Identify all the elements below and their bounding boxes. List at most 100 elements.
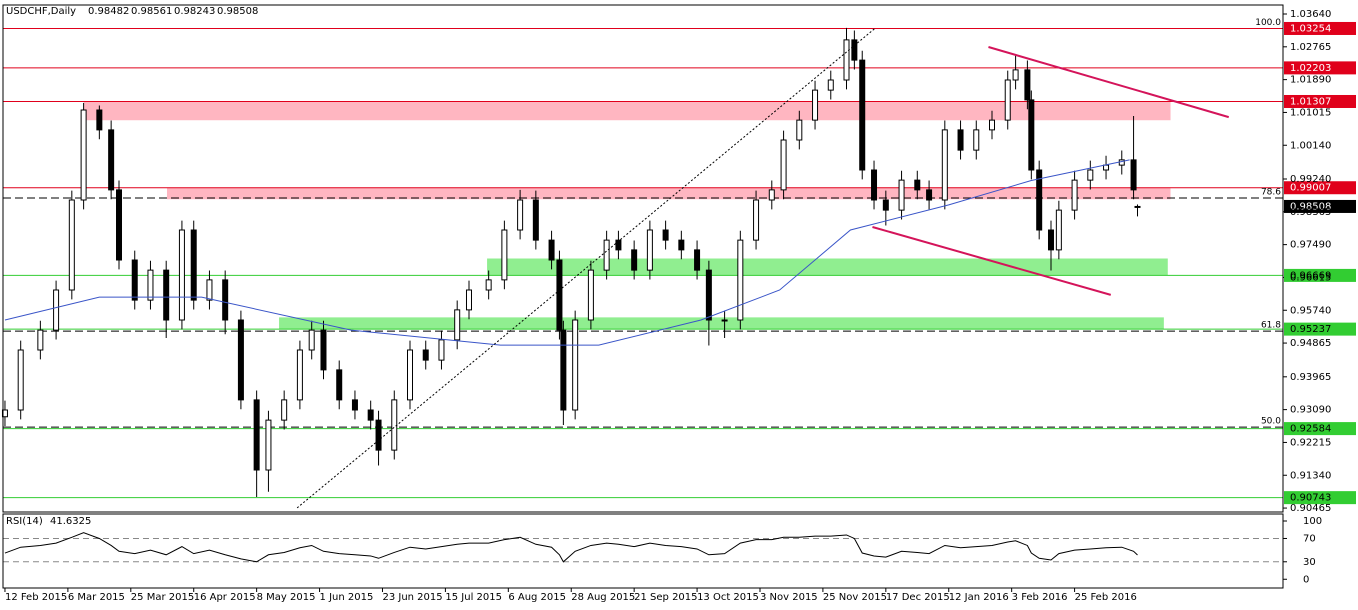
candle-body [422, 349, 429, 361]
x-tick-label: 28 Aug 2015 [571, 592, 635, 603]
y-tick-label: 0.95740 [1290, 305, 1331, 316]
fib-label: 78.6 [1261, 188, 1281, 198]
candle-body [1036, 169, 1043, 231]
candle-body [253, 399, 260, 471]
candle-body [308, 329, 315, 351]
rsi-line [4, 532, 1138, 563]
candle-body [532, 199, 539, 241]
candle-body [1055, 209, 1062, 251]
x-tick-label: 17 Dec 2015 [886, 592, 950, 603]
fib-label: 50.0 [1261, 417, 1281, 427]
candle-body [1, 409, 8, 418]
zone [279, 317, 1164, 330]
y-tick-label: 0.93090 [1290, 405, 1331, 416]
level-label: 1.01307 [1290, 96, 1331, 107]
candle-body [615, 239, 622, 251]
header-open: 0.98482 [88, 6, 129, 17]
current-price-box [1284, 199, 1356, 213]
y-tick-label: 1.01890 [1290, 75, 1331, 86]
candle-body [163, 269, 170, 321]
level-box [1284, 422, 1356, 436]
candle-body [17, 349, 24, 411]
x-tick-label: 13 Oct 2015 [697, 592, 759, 603]
candle-body [147, 269, 154, 301]
candle-body [973, 129, 980, 151]
candle-body [721, 319, 728, 322]
y-tick-label: 1.03640 [1290, 9, 1331, 20]
rsi-tick-label: 30 [1303, 557, 1316, 568]
candle-body [768, 189, 775, 201]
x-tick-label: 25 Mar 2015 [131, 592, 194, 603]
rsi-label: RSI(14) [6, 516, 43, 527]
levels [3, 13, 1287, 592]
candle-body [178, 229, 185, 321]
header-high: 0.98561 [131, 6, 172, 17]
candle-body [843, 39, 850, 81]
x-tick-label: 21 Sep 2015 [634, 592, 697, 603]
rsi-tick-label: 0 [1303, 574, 1309, 585]
level-label: 0.96669 [1290, 270, 1331, 281]
candle-body [851, 39, 858, 61]
candle-body [603, 239, 610, 271]
candle-body [646, 229, 653, 271]
y-tick-label: 1.02765 [1290, 42, 1331, 53]
candle-body [351, 399, 358, 411]
moving-average [4, 159, 1130, 346]
main-frame [2, 4, 1284, 513]
y-tick-label: 0.94865 [1290, 338, 1331, 349]
y-tick-label: 0.92215 [1290, 437, 1331, 448]
candle-body [501, 229, 508, 281]
candle-body [737, 239, 744, 321]
candle-body [753, 199, 760, 241]
x-tick-label: 6 Mar 2015 [68, 592, 125, 603]
candle-body [1130, 159, 1137, 191]
zone [84, 101, 1171, 121]
level-box [1284, 181, 1356, 195]
symbol: USDCHF,Daily [6, 6, 76, 17]
candle-body [1047, 229, 1054, 251]
level-box [1284, 268, 1356, 282]
candle-body [941, 129, 948, 201]
candle-body [1134, 205, 1141, 208]
x-tick-label: 3 Feb 2016 [1012, 592, 1068, 603]
x-tick-label: 1 Jun 2015 [320, 592, 374, 603]
candle-body [237, 319, 244, 401]
candle-body [827, 79, 834, 91]
x-tick-label: 16 Apr 2015 [194, 592, 256, 603]
candle-body [989, 119, 996, 131]
x-tick-label: 15 Jul 2015 [445, 592, 502, 603]
candle-body [882, 199, 889, 211]
y-tick-label: 1.00140 [1290, 140, 1331, 151]
y-tick-label: 1.01015 [1290, 107, 1331, 118]
candle-body [914, 179, 921, 191]
level-box [1284, 94, 1356, 108]
candle-body [108, 129, 115, 191]
x-tick-label: 12 Jan 2016 [949, 592, 1009, 603]
candle-body [37, 329, 44, 351]
candle-body [375, 419, 382, 451]
y-tick-label: 0.91340 [1290, 470, 1331, 481]
candle-body [1028, 99, 1035, 171]
candle-body [560, 329, 567, 411]
candle-body [1004, 79, 1011, 121]
rsi-tick-label: 70 [1303, 533, 1316, 544]
level-box [1284, 322, 1356, 336]
level-box [1284, 21, 1356, 35]
current-price: 0.98508 [1290, 201, 1331, 212]
candle-body [556, 259, 563, 331]
fib-label: 100.0 [1255, 18, 1281, 28]
candle-body [96, 109, 103, 131]
candle-body [957, 129, 964, 151]
candle-body [796, 119, 803, 141]
x-tick-label: 6 Aug 2015 [508, 592, 566, 603]
candle-body [662, 229, 669, 241]
candle-body [296, 349, 303, 401]
level-label: 0.92584 [1290, 424, 1331, 435]
zones [84, 101, 1171, 330]
candle-body [367, 409, 374, 421]
candle-body [871, 169, 878, 201]
candle-body [80, 109, 87, 201]
x-tick-label: 23 Jun 2015 [382, 592, 442, 603]
